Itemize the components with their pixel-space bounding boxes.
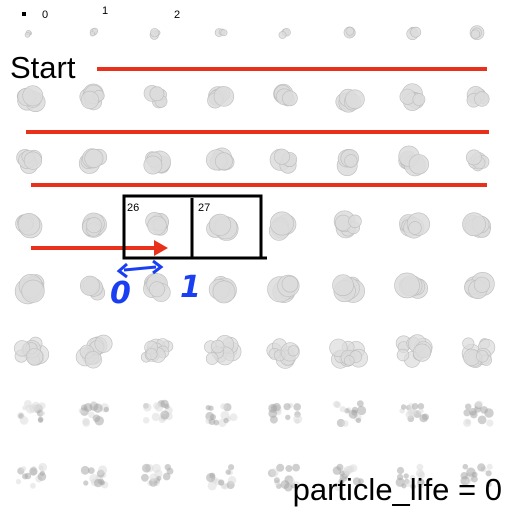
smoke-sprite-frame-7 — [469, 25, 485, 41]
smoke-sprite-frame-4 — [278, 28, 291, 39]
smoke-sprite-frame-29 — [333, 210, 362, 239]
smoke-sprite-frame-51 — [205, 403, 238, 428]
smoke-sprite-frame-2 — [149, 28, 161, 40]
smoke-sprite-frame-52 — [268, 402, 303, 424]
smoke-sprite-frame-26 — [145, 212, 169, 236]
smoke-sprite-frame-37 — [332, 274, 366, 303]
smoke-sprite-frame-39 — [464, 271, 495, 300]
smoke-sprite-frame-14 — [399, 83, 426, 111]
smoke-sprite-frame-34 — [143, 273, 171, 302]
smoke-sprite-frame-30 — [399, 212, 431, 239]
smoke-sprite-frame-45 — [329, 338, 368, 369]
smoke-sprite-frame-47 — [461, 337, 496, 368]
smoke-sprite-frame-10 — [143, 85, 168, 109]
smoke-sprite-frame-42 — [140, 338, 174, 363]
blue-arrowhead-right — [152, 259, 164, 275]
row-red-arrowhead — [154, 240, 168, 256]
frame-0-marker — [22, 12, 26, 16]
smoke-sprite-frame-5 — [343, 26, 356, 39]
smoke-sprite-frame-41 — [75, 334, 113, 369]
smoke-sprite-frame-20 — [269, 148, 298, 174]
smoke-sprite-frame-25 — [81, 212, 107, 238]
smoke-sprite-frame-9 — [79, 83, 105, 111]
smoke-sprite-frame-55 — [463, 400, 494, 427]
smoke-sprite-frame-63 — [460, 463, 493, 488]
smoke-sprite-frame-1 — [89, 27, 99, 37]
smoke-sprite-frame-21 — [336, 149, 359, 177]
cell-label-27: 27 — [198, 202, 211, 214]
handwritten-zero: 0 — [110, 276, 131, 311]
smoke-sprite-frame-38 — [394, 272, 428, 299]
smoke-sprite-frame-43 — [204, 335, 242, 366]
smoke-sprite-frame-54 — [399, 403, 429, 423]
smoke-sprite-frame-28 — [268, 211, 297, 241]
smoke-sprite-frame-49 — [78, 400, 110, 427]
smoke-sprite-frame-32 — [14, 273, 45, 305]
smoke-sprite-frame-11 — [207, 86, 235, 109]
smoke-sprite-frame-12 — [273, 83, 298, 107]
smoke-sprite-frame-31 — [462, 212, 492, 238]
smoke-sprite-frame-61 — [332, 463, 364, 491]
smoke-sprite-frame-15 — [466, 86, 490, 108]
blue-arrowhead-left — [116, 262, 128, 279]
blue-span-line — [123, 265, 157, 272]
smoke-sprite-frame-50 — [142, 399, 173, 424]
smoke-sprite-frame-24 — [15, 213, 43, 239]
smoke-sprite-frame-17 — [78, 148, 108, 174]
smoke-sprite-frame-40 — [14, 336, 50, 366]
frame-index-2: 2 — [174, 9, 181, 21]
smoke-sprite-frame-48 — [17, 400, 46, 425]
smoke-sprite-frame-44 — [266, 338, 300, 369]
smoke-sprite-frame-18 — [143, 150, 171, 175]
smoke-sprite-frame-60 — [267, 463, 301, 492]
smoke-sprite-frame-0 — [24, 30, 33, 38]
smoke-sprite-frame-19 — [206, 147, 235, 171]
start-label: Start — [10, 50, 76, 85]
smoke-sprite-frame-59 — [206, 464, 237, 491]
smoke-sprite-grid — [14, 25, 496, 492]
smoke-sprite-frame-35 — [208, 275, 237, 304]
smoke-sprite-frame-6 — [406, 26, 422, 41]
smoke-sprite-frame-58 — [141, 463, 174, 487]
smoke-sprite-frame-8 — [16, 85, 46, 113]
smoke-sprite-frame-46 — [395, 334, 433, 368]
smoke-sprite-frame-27 — [206, 213, 239, 241]
smoke-sprite-frame-53 — [333, 400, 367, 428]
cell-label-26: 26 — [127, 202, 140, 214]
smoke-sprite-frame-57 — [80, 465, 109, 489]
smoke-sprite-frame-3 — [214, 28, 228, 37]
smoke-sprite-frame-36 — [267, 274, 300, 304]
smoke-sprite-frame-13 — [335, 88, 365, 113]
frame-index-0: 0 — [42, 9, 49, 21]
handwritten-one: 1 — [180, 270, 201, 305]
smoke-sprite-frame-22 — [398, 145, 430, 177]
smoke-sprite-frame-56 — [15, 462, 48, 489]
smoke-sprite-frame-23 — [465, 149, 490, 172]
smoke-sprite-frame-62 — [395, 463, 426, 490]
smoke-sprite-frame-16 — [16, 149, 43, 174]
particle-life-label: particle_life = 0 — [292, 472, 502, 507]
smoke-sprite-frame-33 — [80, 275, 106, 301]
frame-index-1: 1 — [102, 5, 109, 17]
